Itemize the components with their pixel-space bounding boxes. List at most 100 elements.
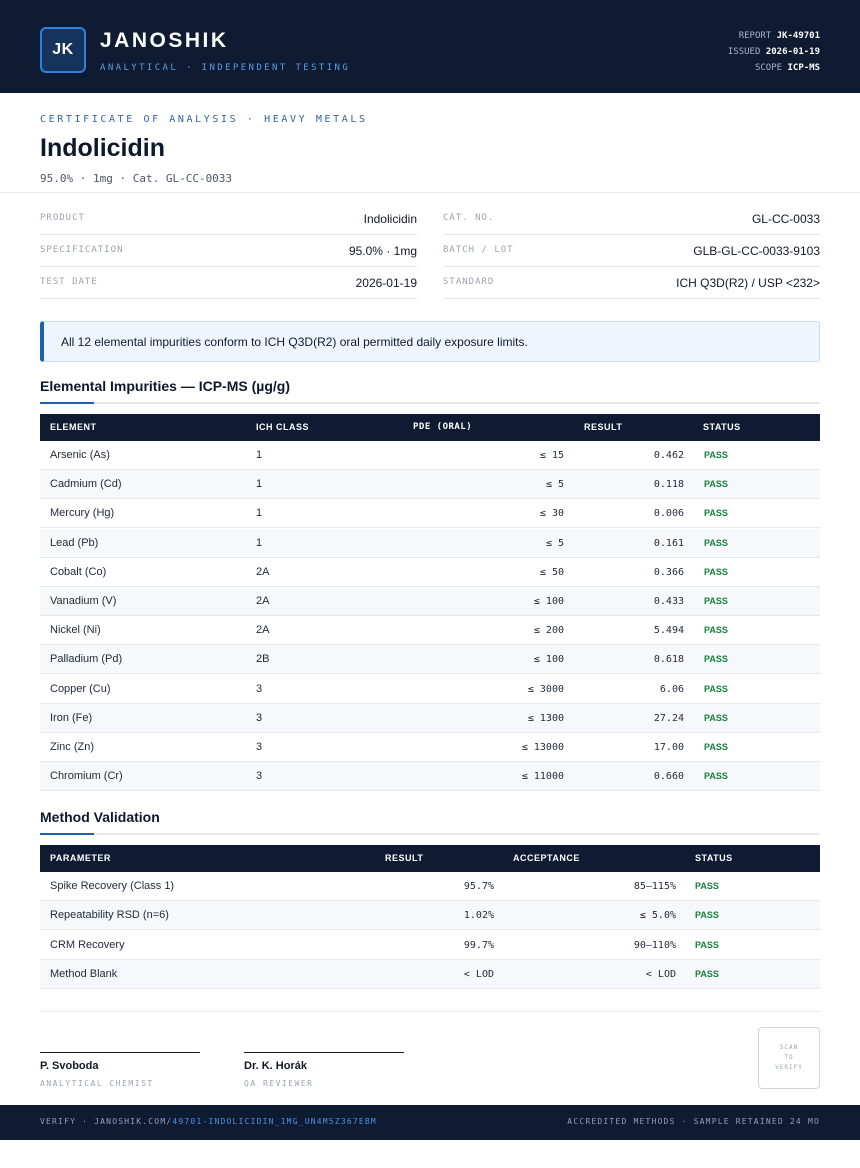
pde-limit: ≤ 100: [533, 596, 564, 607]
result-value: 27.24: [653, 712, 684, 724]
info-value: ICH Q3D(R2) / USP <232>: [676, 276, 820, 290]
element-name: Palladium (Pd): [50, 653, 123, 666]
info-value: GLB-GL-CC-0033-9103: [693, 244, 820, 258]
acceptance-range: < LOD: [645, 968, 676, 980]
banner-text: All 12 elemental impurities conform to I…: [61, 335, 528, 349]
signature-line: [244, 1052, 404, 1053]
status-badge: PASS: [704, 771, 728, 782]
info-cat-no: CAT. NO. GL-CC-0033: [443, 203, 820, 235]
report-meta: REPORT JK-49701 ISSUED 2026-01-19 SCOPE …: [728, 28, 820, 76]
footer-note: ACCREDITED METHODS · SAMPLE RETAINED 24 …: [567, 1117, 820, 1126]
table-row: Zinc (Zn) 3 ≤ 13000 17.00 PASS: [40, 733, 820, 762]
qr-text: TO: [784, 1054, 794, 1061]
result-value: 17.00: [653, 742, 684, 753]
acceptance-range: ≤ 5.0%: [639, 910, 676, 922]
pde-limit: ≤ 50: [539, 566, 564, 578]
status-badge: PASS: [704, 479, 728, 490]
status-badge: PASS: [695, 910, 719, 921]
status-badge: PASS: [704, 683, 728, 694]
table-row: Arsenic (As) 1 ≤ 15 0.462 PASS: [40, 441, 820, 470]
verify-link[interactable]: 49701-INDOLICIDIN_1MG_UN4M5Z367EBM: [172, 1117, 377, 1126]
result-value: < LOD: [463, 968, 494, 980]
status-badge: PASS: [695, 939, 719, 950]
result-value: 99.7%: [463, 939, 494, 951]
product-subline: 95.0% · 1mg · Cat. GL-CC-0033: [40, 172, 233, 185]
verify-qr-code[interactable]: SCAN TO VERIFY: [758, 1027, 820, 1089]
info-value: 95.0% · 1mg: [348, 244, 417, 258]
document-eyebrow: CERTIFICATE OF ANALYSIS · HEAVY METALS: [40, 114, 368, 125]
status-badge: PASS: [704, 450, 728, 460]
scope-value: ICP-MS: [787, 63, 820, 73]
report-id-line: REPORT JK-49701: [728, 28, 820, 44]
issued-line: ISSUED 2026-01-19: [728, 44, 820, 60]
validation-table-header: PARAMETER RESULT ACCEPTANCE STATUS: [40, 845, 820, 872]
status-badge: PASS: [695, 881, 719, 891]
info-label: CAT. NO.: [443, 213, 495, 223]
result-value: 0.161: [653, 537, 684, 549]
signer-role: ANALYTICAL CHEMIST: [40, 1079, 154, 1088]
pde-limit: ≤ 200: [533, 625, 564, 637]
col-status: STATUS: [703, 422, 741, 432]
validation-heading: Method Validation: [40, 809, 160, 825]
ich-class: 2A: [256, 624, 270, 637]
info-test-date: TEST DATE 2026-01-19: [40, 267, 417, 299]
element-name: Zinc (Zn): [50, 741, 94, 753]
table-row: Spike Recovery (Class 1) 95.7% 85–115% PASS: [40, 872, 820, 901]
result-value: 1.02%: [463, 910, 494, 922]
info-label: SPECIFICATION: [40, 245, 124, 255]
ich-class: 2A: [256, 565, 270, 578]
info-value: 2026-01-19: [355, 276, 417, 290]
signature-line: [40, 1052, 200, 1053]
brand-logo: JK: [40, 27, 86, 73]
ich-class: 3: [256, 770, 263, 783]
table-row: Method Blank < LOD < LOD PASS: [40, 959, 820, 989]
issued-label: ISSUED: [727, 47, 761, 57]
element-name: Cobalt (Co): [50, 565, 107, 578]
ich-class: 3: [256, 711, 263, 724]
qr-text: SCAN: [779, 1044, 799, 1051]
divider: [0, 192, 860, 193]
info-label: BATCH / LOT: [443, 245, 514, 255]
element-name: Lead (Pb): [50, 536, 99, 549]
element-name: Nickel (Ni): [50, 624, 101, 637]
parameter-name: Spike Recovery (Class 1): [50, 880, 175, 892]
verify-line: VERIFY · JANOSHIK.COM/49701-INDOLICIDIN_…: [40, 1117, 377, 1126]
conformance-banner: All 12 elemental impurities conform to I…: [40, 321, 820, 362]
pde-limit: ≤ 30: [539, 508, 564, 520]
ich-class: 1: [256, 478, 263, 491]
pde-limit: ≤ 15: [539, 450, 564, 461]
element-name: Mercury (Hg): [50, 507, 115, 520]
result-value: 0.006: [653, 508, 684, 520]
pde-limit: ≤ 5: [545, 479, 564, 491]
status-badge: PASS: [704, 625, 728, 636]
table-row: Cadmium (Cd) 1 ≤ 5 0.118 PASS: [40, 470, 820, 500]
table-row: Iron (Fe) 3 ≤ 1300 27.24 PASS: [40, 703, 820, 733]
element-name: Cadmium (Cd): [50, 478, 122, 491]
result-value: 0.366: [653, 566, 684, 578]
result-value: 0.618: [653, 654, 684, 666]
section-rule-accent: [40, 833, 94, 835]
signer-name: Dr. K. Horák: [244, 1060, 307, 1072]
result-value: 6.06: [659, 683, 684, 695]
info-value: GL-CC-0033: [751, 212, 820, 226]
brand-name: JANOSHIK: [100, 29, 229, 52]
result-value: 0.118: [653, 479, 684, 491]
scope-line: SCOPE ICP-MS: [728, 60, 820, 76]
parameter-name: CRM Recovery: [50, 938, 125, 951]
status-badge: PASS: [704, 596, 728, 606]
pde-limit: ≤ 3000: [527, 683, 564, 695]
ich-class: 1: [256, 507, 263, 520]
col-status: STATUS: [695, 853, 733, 863]
status-badge: PASS: [704, 712, 728, 723]
table-row: CRM Recovery 99.7% 90–110% PASS: [40, 931, 820, 960]
col-pde: PDE (ORAL): [413, 422, 473, 432]
table-row: Lead (Pb) 1 ≤ 5 0.161 PASS: [40, 528, 820, 558]
table-row: Nickel (Ni) 2A ≤ 200 5.494 PASS: [40, 616, 820, 646]
element-name: Copper (Cu): [50, 682, 111, 695]
element-name: Vanadium (V): [50, 595, 117, 607]
col-element: ELEMENT: [50, 422, 97, 432]
pde-limit: ≤ 5: [545, 537, 564, 549]
report-id-label: REPORT: [738, 31, 772, 41]
info-batch-lot: BATCH / LOT GLB-GL-CC-0033-9103: [443, 235, 820, 267]
impurities-table-header: ELEMENT ICH CLASS PDE (ORAL) RESULT STAT…: [40, 414, 820, 441]
